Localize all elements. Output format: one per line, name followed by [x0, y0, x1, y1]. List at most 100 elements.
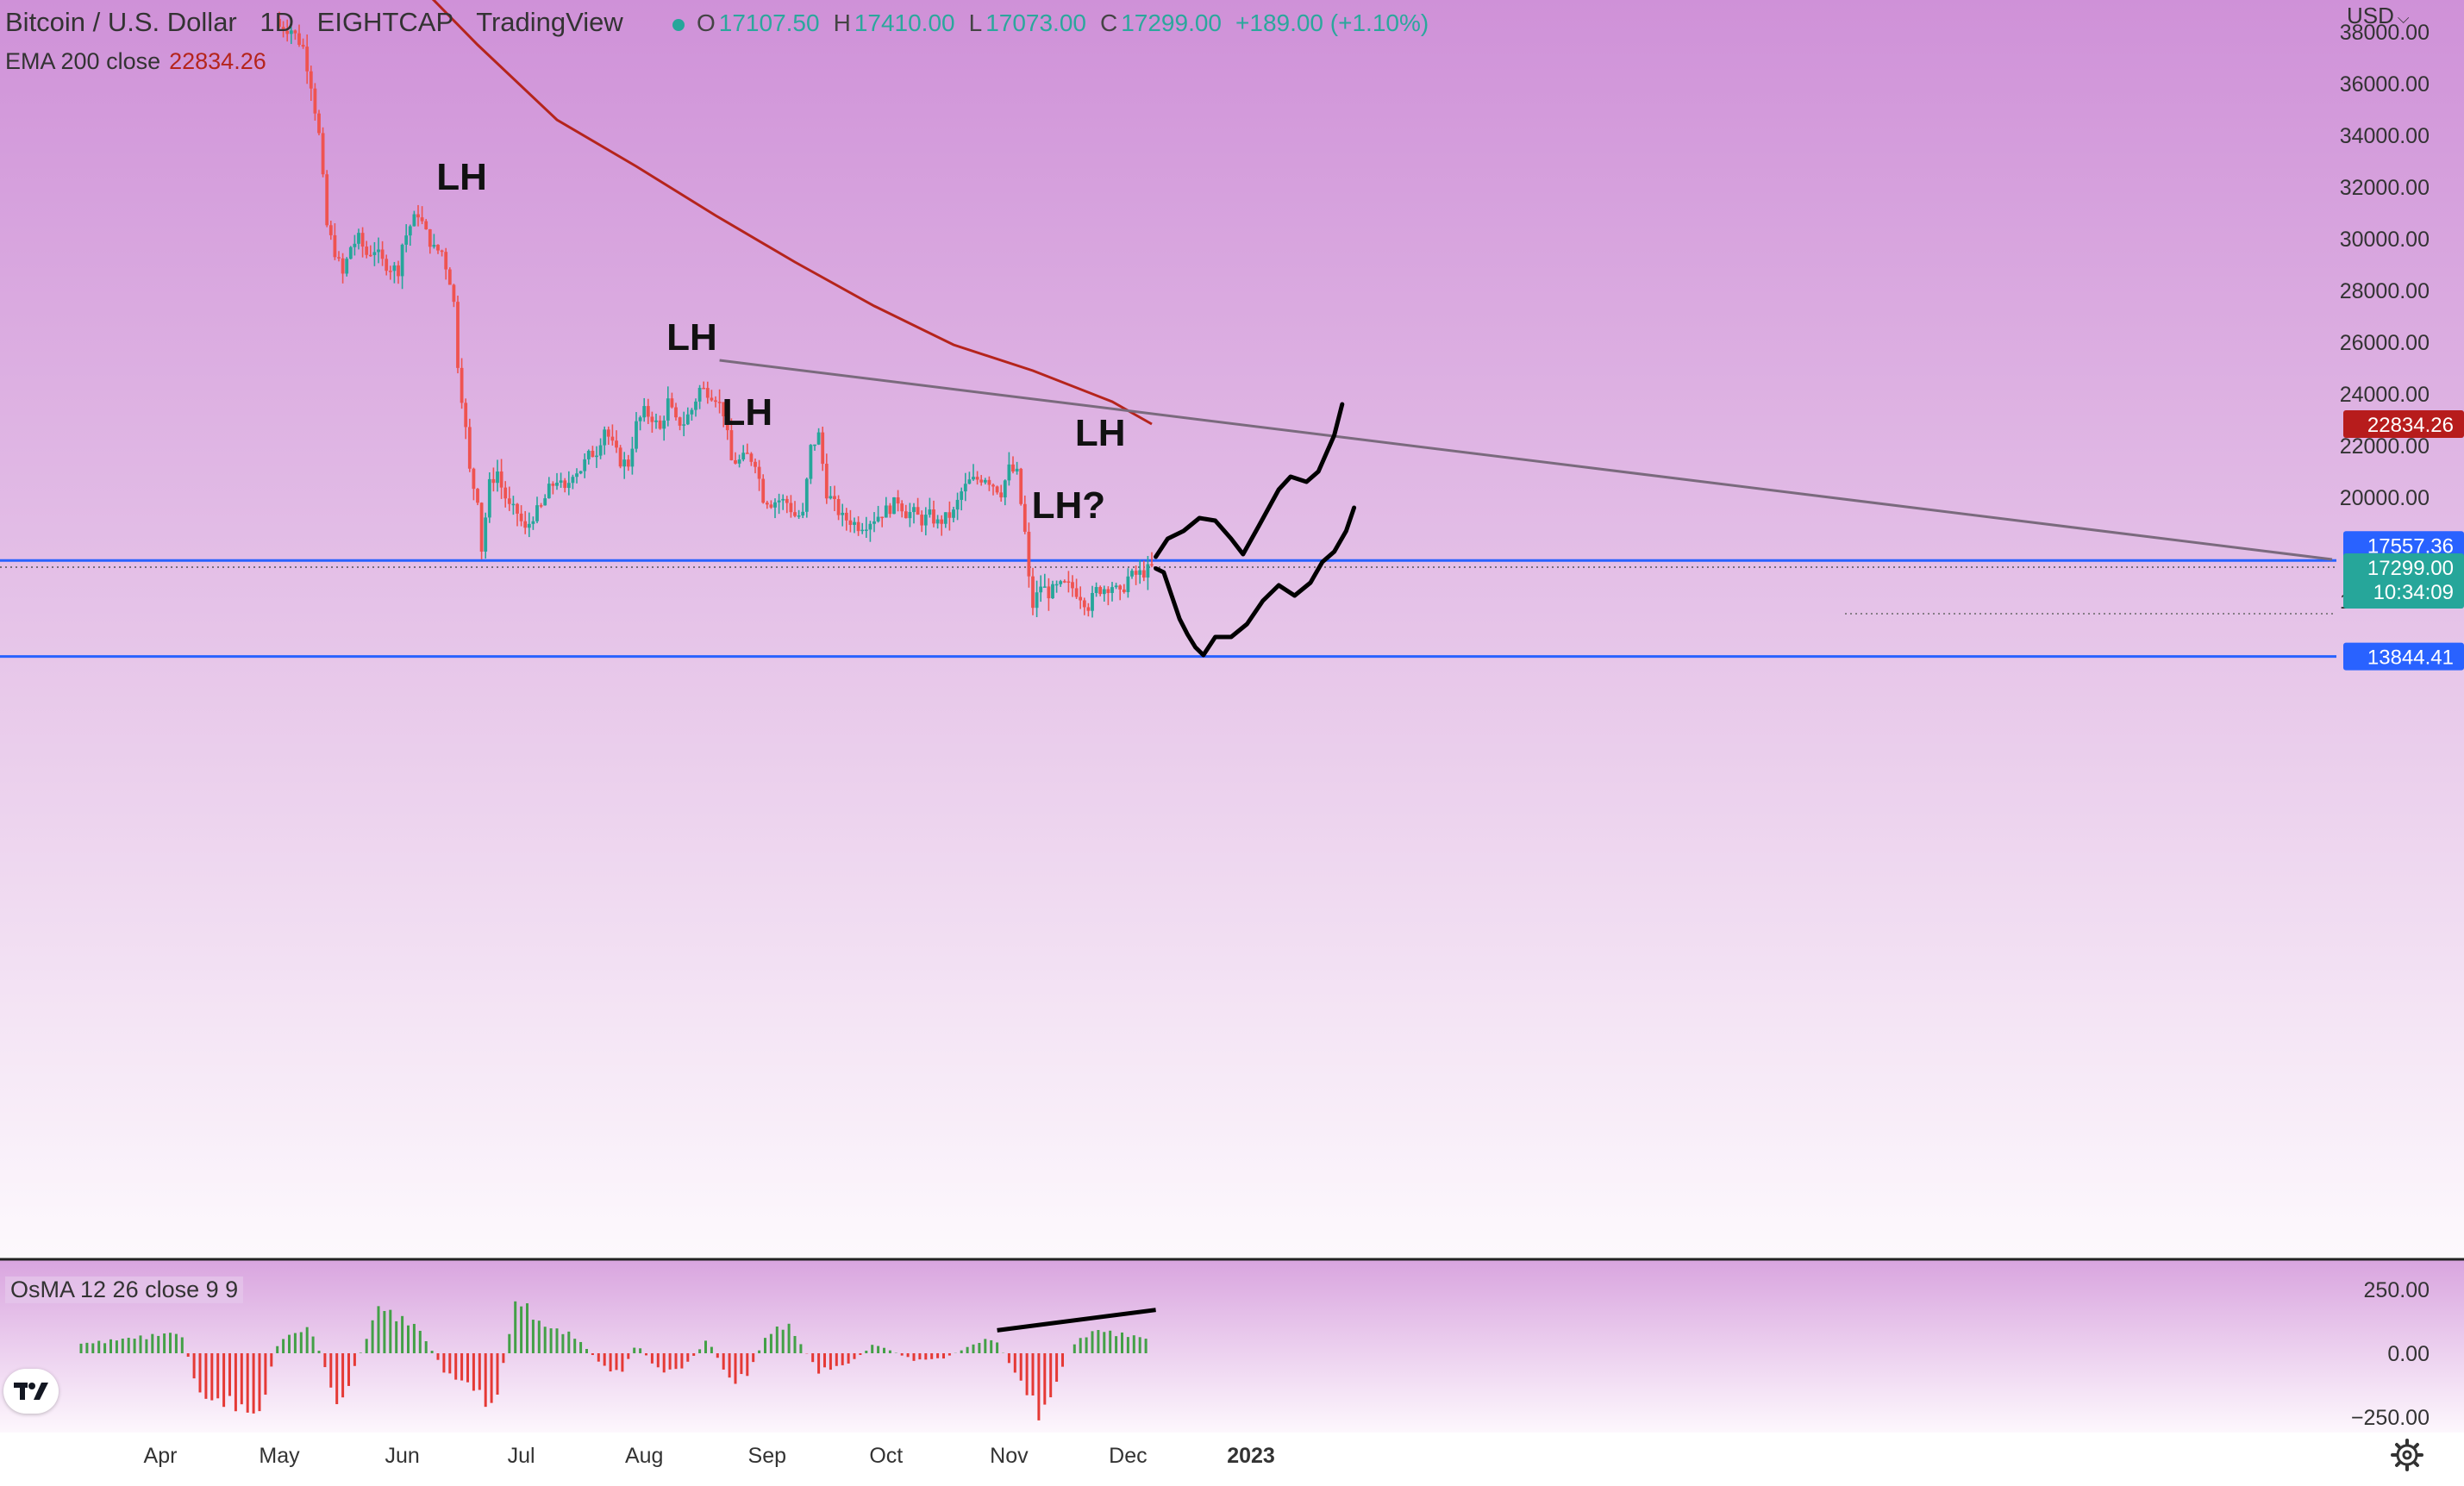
price-tag[interactable]: [2343, 553, 2464, 609]
candle-body: [705, 388, 710, 398]
osma-axis-label: −250.00: [2351, 1406, 2430, 1430]
osma-legend[interactable]: OsMA 12 26 close 9 9: [5, 1277, 244, 1303]
candle-body: [317, 113, 321, 134]
candle-body: [559, 480, 563, 484]
candle-body: [702, 387, 706, 390]
lower-high-label[interactable]: LH: [666, 316, 717, 359]
candle-body: [804, 478, 809, 512]
symbol-header[interactable]: Bitcoin / U.S. Dollar 1D EIGHTCAP Tradin…: [5, 7, 639, 38]
lower-high-label[interactable]: LH?: [1032, 484, 1106, 527]
candle-body: [662, 420, 666, 429]
candle-body: [397, 265, 400, 277]
candle-body: [928, 509, 932, 515]
candle-body: [598, 445, 603, 456]
open-value: 17107.50: [718, 9, 820, 36]
price-tag[interactable]: [2343, 409, 2464, 438]
candle-body: [836, 499, 841, 515]
candle-body: [1082, 600, 1086, 608]
candle-body: [983, 479, 987, 483]
candle-body: [952, 509, 955, 518]
candle-body: [278, 19, 281, 28]
close-value: 17299.00: [1121, 9, 1223, 36]
candle-body: [635, 421, 638, 449]
candle-body: [801, 511, 805, 516]
candle-body: [380, 249, 385, 259]
candle-body: [392, 265, 397, 272]
candle-body: [527, 523, 531, 528]
bullish-projection-path[interactable]: [1154, 402, 1345, 559]
candle-body: [416, 214, 420, 218]
candle-body: [377, 249, 380, 253]
candle-body: [503, 487, 508, 499]
candle-body: [452, 284, 456, 303]
divergence-line[interactable]: [997, 1308, 1156, 1333]
ema-200-line[interactable]: [414, 0, 1153, 426]
candle-body: [694, 401, 697, 410]
lower-high-label[interactable]: LH: [1075, 412, 1126, 454]
candle-body: [615, 440, 618, 448]
candle-body: [1118, 585, 1123, 590]
price-tag[interactable]: [2343, 642, 2464, 671]
candle-body: [963, 484, 967, 492]
candle-body: [547, 484, 551, 499]
candle-body: [586, 450, 591, 459]
candle-body: [345, 259, 349, 274]
candle-body: [1102, 589, 1106, 595]
candle-body: [1015, 468, 1019, 471]
candle-body: [460, 367, 464, 403]
candle-body: [428, 229, 432, 247]
candle-body: [420, 217, 424, 222]
lower-high-label[interactable]: LH: [722, 391, 772, 434]
candle-body: [1138, 570, 1142, 575]
candle-body: [717, 402, 722, 403]
candle-body: [321, 133, 325, 175]
candle-body: [606, 429, 610, 437]
ohlc-legend: O 17107.50 H 17410.00 L 17073.00 C 17299.00 +189…: [672, 9, 1442, 37]
candle-body: [1022, 503, 1027, 532]
candle-body: [737, 459, 741, 464]
osma-axis-label: 250.00: [2364, 1278, 2430, 1302]
exchange-label: EIGHTCAP: [316, 7, 454, 37]
candle-body: [777, 500, 781, 503]
candle-body: [630, 448, 635, 467]
candle-body: [531, 521, 535, 524]
lower-high-label[interactable]: LH: [436, 156, 487, 198]
candle-body: [987, 479, 991, 485]
candle-body: [1035, 592, 1039, 609]
candle-body: [578, 471, 583, 474]
candle-body: [499, 471, 503, 488]
candle-body: [833, 496, 836, 500]
candle-body: [1031, 576, 1035, 609]
symbol-name[interactable]: Bitcoin / U.S. Dollar: [5, 7, 237, 37]
candle-body: [519, 513, 523, 521]
price-axis-label: 30000.00: [2340, 228, 2430, 252]
ema-label: EMA 200 close: [5, 48, 161, 74]
candle-body: [305, 47, 310, 72]
candle-body: [309, 71, 313, 89]
candle-body: [444, 252, 448, 270]
bearish-projection-path[interactable]: [1154, 505, 1357, 658]
candle-body: [555, 483, 559, 486]
candle-body: [353, 243, 357, 247]
ema-legend[interactable]: EMA 200 close 22834.26: [5, 48, 266, 75]
currency-selector[interactable]: USD ⌵: [2347, 3, 2410, 29]
candle-body: [725, 415, 729, 431]
high-value: 17410.00: [854, 9, 955, 36]
candle-body: [360, 233, 365, 247]
chevron-down-icon: ⌵: [2397, 9, 2410, 27]
interval-label[interactable]: 1D: [260, 7, 295, 37]
candle-body: [575, 473, 578, 478]
candle-body: [539, 505, 543, 507]
candle-body: [523, 521, 528, 528]
gear-icon[interactable]: [2390, 1438, 2424, 1472]
candle-body: [793, 512, 797, 516]
descending-trendline[interactable]: [719, 359, 2333, 561]
price-tag[interactable]: [2343, 531, 2464, 559]
candle-body: [285, 30, 290, 34]
tradingview-logo-icon[interactable]: [3, 1369, 59, 1414]
candle-body: [745, 453, 749, 454]
candle-body: [281, 27, 285, 31]
candle-body: [935, 519, 940, 524]
candle-body: [955, 499, 960, 510]
